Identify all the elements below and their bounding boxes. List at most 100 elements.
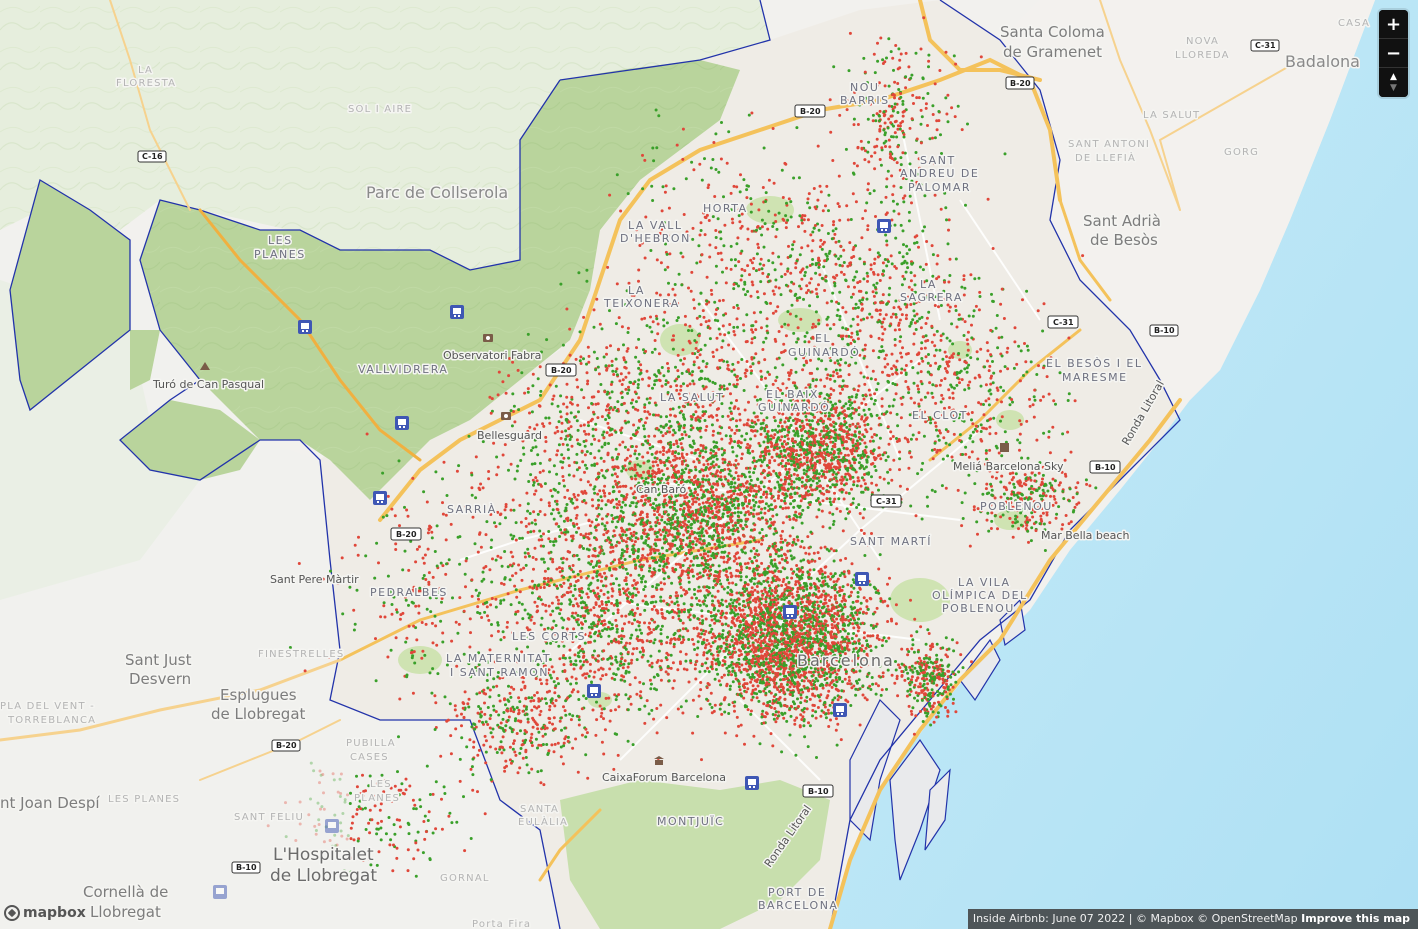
listing-dot [637, 573, 641, 577]
listing-dot [710, 660, 714, 664]
listing-dot [722, 560, 726, 564]
listing-dot [847, 400, 851, 404]
listing-dot [766, 665, 770, 669]
listing-dot [829, 595, 833, 599]
listing-dot [787, 419, 791, 423]
listing-dot [811, 714, 814, 718]
listing-dot [736, 519, 740, 523]
listing-dot [808, 628, 812, 632]
listing-dot [697, 534, 701, 538]
listing-dot [887, 442, 891, 446]
listing-dot [784, 492, 788, 496]
listing-dot [863, 382, 867, 386]
listing-dot [704, 617, 708, 621]
listing-dot [715, 647, 719, 651]
listing-dot [791, 633, 795, 636]
listing-dot [742, 490, 746, 494]
listing-dot [714, 488, 718, 492]
listing-dot [838, 603, 842, 607]
listing-dot [780, 435, 784, 439]
listing-dot [801, 476, 804, 480]
listing-dot [688, 536, 692, 540]
listing-dot [806, 596, 810, 600]
listing-dot [783, 496, 787, 500]
listing-dot [760, 561, 764, 565]
listing-dot [800, 688, 804, 692]
listing-dot [886, 604, 890, 608]
listing-dot [787, 580, 791, 584]
listing-dot [716, 580, 720, 584]
listing-dot [762, 469, 766, 473]
listing-dot [703, 594, 707, 598]
listing-dot [738, 571, 742, 575]
listing-dot [847, 395, 851, 399]
listing-dot [679, 504, 683, 508]
listing-dot [826, 646, 830, 650]
listing-dot [778, 662, 782, 666]
listing-dot [654, 586, 658, 590]
listing-dot [823, 644, 827, 648]
listing-dot [833, 442, 837, 446]
listing-dot [841, 680, 844, 684]
listing-dot [865, 605, 869, 609]
listing-dot [819, 632, 823, 636]
listing-dot [736, 530, 740, 534]
listing-dot [810, 674, 814, 678]
listing-dot [779, 534, 783, 538]
listing-dot [830, 701, 834, 705]
listing-dot [871, 634, 875, 638]
listing-dot [816, 607, 820, 610]
listing-dot [726, 558, 730, 562]
listing-dot [683, 517, 687, 521]
listing-dot [622, 494, 625, 498]
listing-dot [788, 733, 792, 737]
listing-dot [733, 606, 737, 610]
listing-dot [828, 703, 832, 707]
listing-dot [761, 657, 765, 661]
listing-dot [848, 682, 852, 686]
listing-dot [706, 520, 710, 524]
listing-dot [765, 425, 769, 429]
listing-dot [839, 422, 843, 426]
listing-dot [836, 611, 840, 615]
listing-dot [743, 616, 747, 620]
listing-dot [836, 641, 840, 645]
listing-dot [682, 667, 686, 671]
listing-dot [670, 550, 674, 554]
listing-dot [794, 598, 798, 602]
listing-dot [636, 473, 640, 477]
listing-dot [825, 661, 828, 665]
listing-dot [746, 583, 750, 587]
listing-dot [699, 488, 703, 492]
listing-dot [769, 616, 773, 620]
listing-dot [692, 480, 696, 484]
listing-dot [835, 579, 839, 583]
listing-dot [837, 461, 841, 465]
listing-dot [762, 440, 766, 444]
listing-dot [802, 658, 806, 662]
listing-dot [836, 630, 840, 634]
listing-dot [783, 553, 787, 557]
listing-dot [671, 514, 675, 518]
listing-dot [819, 546, 823, 550]
listing-dot [779, 537, 783, 541]
listing-dot [708, 502, 712, 505]
listing-dot [823, 463, 827, 467]
listing-dot [728, 592, 732, 596]
listing-dot [748, 493, 752, 497]
listing-dot [682, 502, 686, 506]
listing-dot [838, 509, 842, 513]
listing-dot [844, 472, 848, 476]
listing-dot [701, 619, 705, 623]
listing-dot [763, 715, 767, 719]
listing-dot [642, 461, 646, 465]
listing-dot [765, 675, 769, 679]
listing-dot [608, 492, 611, 495]
listing-dot [799, 618, 803, 622]
listing-dot [792, 556, 796, 560]
listing-dot [640, 568, 644, 572]
listing-dot [751, 643, 755, 647]
listing-dot [710, 504, 714, 508]
listing-dot [720, 635, 724, 639]
